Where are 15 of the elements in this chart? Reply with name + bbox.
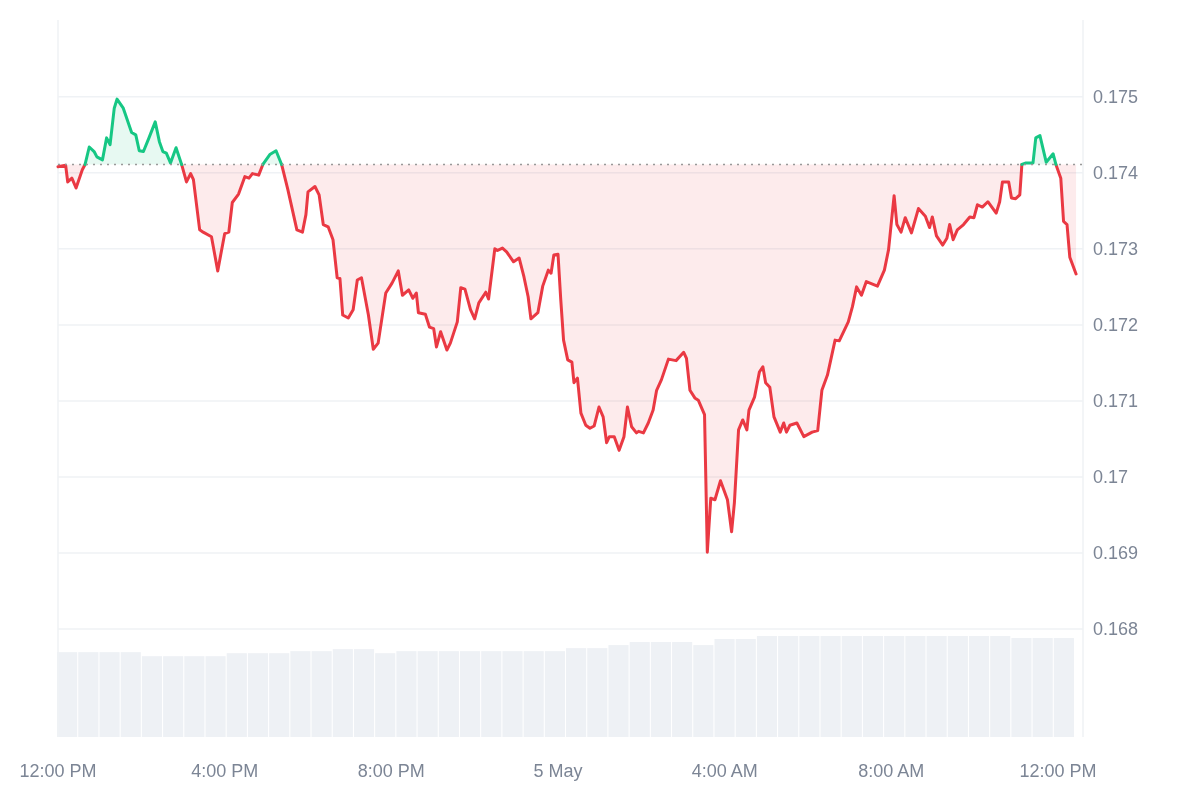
x-tick-label: 4:00 AM — [691, 761, 758, 781]
y-tick-label: 0.172 — [1093, 315, 1139, 336]
y-tick-label: 0.175 — [1093, 87, 1139, 108]
y-tick-label: 0.17 — [1093, 467, 1129, 488]
y-tick-label: 0.168 — [1093, 619, 1139, 640]
y-tick-label: 0.174 — [1093, 163, 1139, 184]
x-tick-label: 4:00 PM — [191, 761, 259, 781]
x-tick-label: 12:00 PM — [1019, 761, 1097, 781]
y-tick-label: 0.171 — [1093, 391, 1139, 412]
x-tick-label: 12:00 PM — [19, 761, 97, 781]
y-tick-label: 0.169 — [1093, 543, 1139, 564]
x-tick-label: 5 May — [533, 761, 583, 781]
y-tick-label: 0.173 — [1093, 239, 1139, 260]
x-tick-label: 8:00 AM — [858, 761, 925, 781]
x-tick-label: 8:00 PM — [357, 761, 425, 781]
